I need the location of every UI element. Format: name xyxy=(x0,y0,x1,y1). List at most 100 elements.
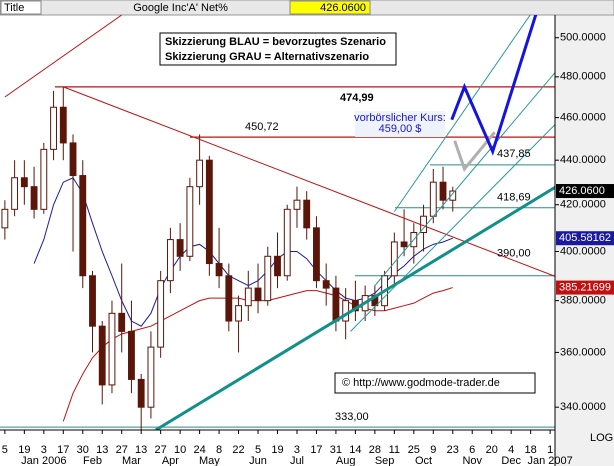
note: Skizzierung BLAU = bevorzugtes Szenario xyxy=(165,36,386,48)
candle-body xyxy=(11,177,19,210)
x-tick-label: 3 xyxy=(294,444,300,456)
candle-body xyxy=(400,241,408,248)
level-label: 418,69 xyxy=(497,192,531,204)
candle-body xyxy=(274,255,281,277)
x-tick-label: 14 xyxy=(349,444,361,456)
y-tick-label: 360.0000 xyxy=(560,346,606,358)
x-tick-label: 25 xyxy=(408,444,420,456)
x-tick-label: 8 xyxy=(216,444,222,456)
trend-line xyxy=(393,15,531,212)
candle-body xyxy=(166,239,174,282)
candle-body xyxy=(196,159,204,188)
month-label: Mar xyxy=(122,455,141,466)
x-tick-label: 3 xyxy=(41,444,47,456)
annotation: vorbörslicher Kurs: xyxy=(354,112,446,124)
candle-body xyxy=(186,186,194,257)
candle-body xyxy=(205,159,213,265)
x-tick-label: 31 xyxy=(330,444,342,456)
header-value: 426.0600 xyxy=(320,2,366,14)
trend-line xyxy=(63,86,555,277)
x-tick-label: 19 xyxy=(18,444,30,456)
candle-body xyxy=(342,300,350,322)
month-label: Sep xyxy=(375,455,395,466)
x-tick-label: 18 xyxy=(525,444,537,456)
header-title: Title xyxy=(4,2,24,14)
candle-body xyxy=(128,330,135,380)
price-badge-label: 385.21699 xyxy=(559,281,611,293)
candle-body xyxy=(59,106,67,144)
x-tick-label: 10 xyxy=(174,444,186,456)
y-tick-label: 440.0000 xyxy=(560,154,606,166)
header-field: Net% xyxy=(201,2,228,14)
price-badge xyxy=(556,184,614,199)
y-tick-label: 480.0000 xyxy=(560,71,606,83)
header-value-box xyxy=(289,0,371,15)
x-tick-label: 30 xyxy=(77,444,89,456)
x-tick-label: 1 xyxy=(547,444,553,456)
annotation-box xyxy=(355,111,445,137)
month-label: Feb xyxy=(83,455,102,466)
candle-body xyxy=(429,181,437,217)
note: Skizzierung GRAU = Alternativszenario xyxy=(165,51,369,63)
month-label: Apr xyxy=(162,455,179,466)
x-tick-label: 13 xyxy=(96,444,108,456)
x-tick-label: 11 xyxy=(389,444,400,456)
level-label: 450,72 xyxy=(245,121,279,133)
y-tick-label: 500.0000 xyxy=(560,32,606,44)
x-tick-label: 27 xyxy=(116,444,128,456)
x-tick-label: 24 xyxy=(193,444,205,456)
x-tick-label: 5 xyxy=(2,444,8,456)
x-tick-label: 19 xyxy=(271,444,283,456)
annotation: 459,00 $ xyxy=(379,123,422,135)
trend-line xyxy=(4,15,122,98)
copyright-box xyxy=(334,372,536,394)
candle-body xyxy=(322,280,330,289)
candle-body xyxy=(225,275,233,322)
candle-body xyxy=(235,305,242,322)
candle-body xyxy=(50,106,57,150)
x-tick-label: 22 xyxy=(232,444,244,456)
notes-box xyxy=(159,32,397,66)
candle-body xyxy=(40,148,48,210)
x-tick-label: 20 xyxy=(486,444,498,456)
candle-body xyxy=(439,181,447,201)
x-tick-label: 4 xyxy=(508,444,514,456)
month-label: Nov xyxy=(462,455,482,466)
x-tick-label: 13 xyxy=(135,444,147,456)
plot-area xyxy=(0,15,555,430)
y-tick-label: 380.0000 xyxy=(560,295,606,307)
price-badge-label: 405.58162 xyxy=(559,232,611,244)
candle-body xyxy=(108,312,116,386)
candle-body xyxy=(1,208,9,229)
candle-body xyxy=(244,287,252,307)
month-label: Oct xyxy=(415,455,432,466)
candle-body xyxy=(89,275,96,327)
month-label: May xyxy=(199,455,220,466)
x-tick-label: 5 xyxy=(255,444,261,456)
candle-body xyxy=(303,199,311,229)
copyright: © http://www.godmode-trader.de xyxy=(342,377,500,389)
candle-body xyxy=(147,346,155,408)
trend-line xyxy=(374,71,555,286)
x-tick-label: 6 xyxy=(469,444,475,456)
candle-body xyxy=(332,287,340,322)
level-label: 333,00 xyxy=(335,411,369,423)
candle-body xyxy=(293,199,301,210)
x-tick-label: 9 xyxy=(430,444,436,456)
price-badge xyxy=(556,231,614,246)
log-label: LOG xyxy=(590,432,613,444)
month-label: Jun xyxy=(249,455,267,466)
y-tick-label: 400.0000 xyxy=(560,245,606,257)
candle-body xyxy=(283,208,291,277)
x-tick-label: 27 xyxy=(155,444,167,456)
trend-line xyxy=(155,185,555,430)
candle-body xyxy=(313,227,320,282)
candle-body xyxy=(20,177,28,188)
candle-body xyxy=(98,325,106,386)
x-tick-label: 23 xyxy=(447,444,459,456)
level-label: 474,99 xyxy=(340,92,374,104)
month-label: Jan 2007 xyxy=(527,455,572,466)
trend-line xyxy=(453,131,496,172)
level-label: 390,00 xyxy=(497,248,531,260)
